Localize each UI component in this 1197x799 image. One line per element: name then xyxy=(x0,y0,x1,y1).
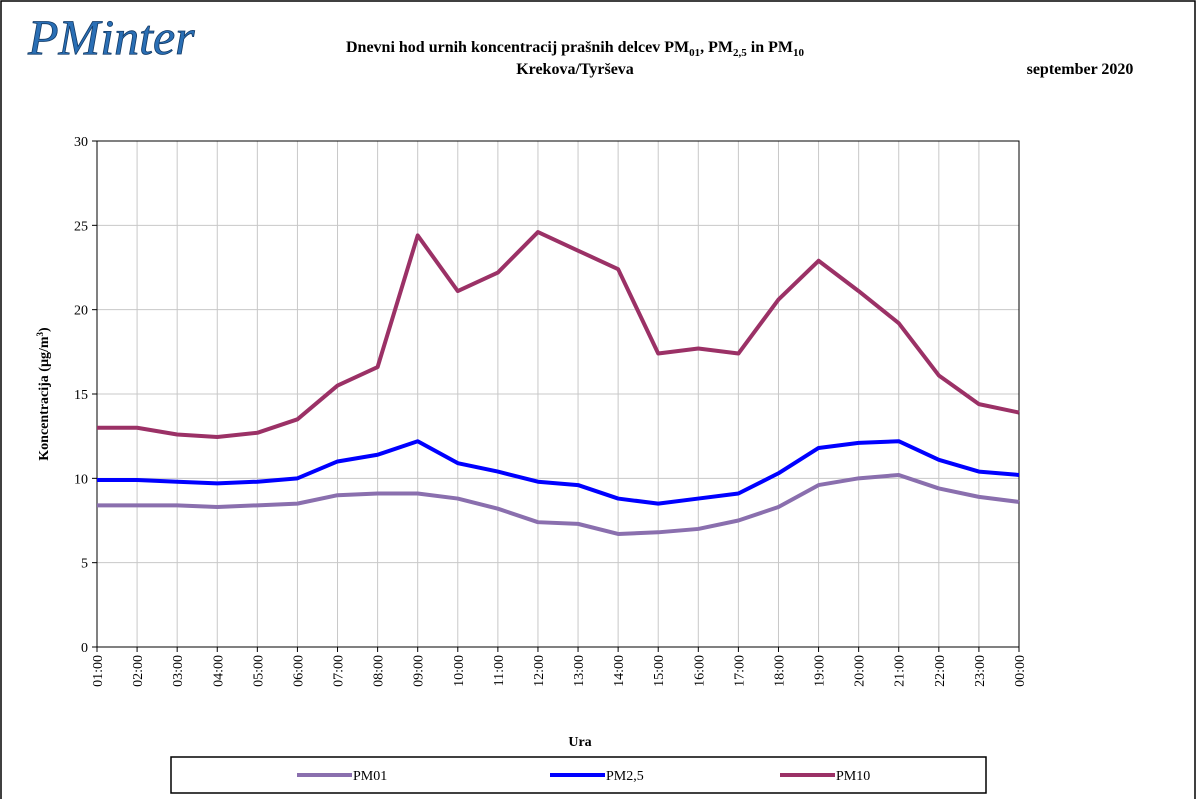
y-axis-label: Koncentracija (µg/m3) xyxy=(35,327,52,461)
x-tick-label: 02:00 xyxy=(131,655,146,687)
y-tick-label: 0 xyxy=(81,641,88,656)
y-tick-label: 5 xyxy=(81,557,88,572)
date: september 2020 xyxy=(1027,61,1134,78)
x-tick-label: 07:00 xyxy=(332,655,347,687)
x-tick-label: 04:00 xyxy=(211,655,226,687)
title-part: , PM xyxy=(700,39,733,56)
x-tick-label: 15:00 xyxy=(652,655,667,687)
y-label-sup: 3 xyxy=(35,331,45,336)
x-tick-label: 19:00 xyxy=(813,655,828,687)
x-tick-label: 12:00 xyxy=(532,655,547,687)
y-label-part: ) xyxy=(37,327,52,332)
x-axis-label: Ura xyxy=(568,735,591,750)
x-tick-label: 17:00 xyxy=(732,655,747,687)
x-tick-label: 09:00 xyxy=(412,655,427,687)
legend xyxy=(170,756,987,794)
series-line xyxy=(97,230,1020,440)
x-tick-label: 21:00 xyxy=(893,655,908,687)
x-tick-label: 10:00 xyxy=(452,655,467,687)
y-tick-label: 15 xyxy=(74,388,88,403)
x-tick-label: 14:00 xyxy=(612,655,627,687)
x-tick-label: 13:00 xyxy=(572,655,587,687)
x-tick-label: 05:00 xyxy=(251,655,266,687)
legend-label: PM2,5 xyxy=(606,769,644,784)
subtitle: Krekova/Tyrševa xyxy=(516,61,634,78)
y-tick-label: 25 xyxy=(74,219,88,234)
title-sub: 10 xyxy=(793,47,805,59)
x-tick-label: 18:00 xyxy=(772,655,787,687)
x-tick-label: 03:00 xyxy=(171,655,186,687)
title-part: Dnevni hod urnih koncentracij prašnih de… xyxy=(346,39,689,56)
plot-area xyxy=(96,140,1020,648)
legend-label: PM01 xyxy=(353,769,387,784)
x-tick-label: 11:00 xyxy=(492,655,507,686)
series-line xyxy=(97,472,1020,536)
y-label-part: Koncentracija (µg/m xyxy=(37,336,52,461)
legend-label: PM10 xyxy=(836,769,870,784)
title-part: in PM xyxy=(747,39,793,56)
series-line xyxy=(97,439,1020,506)
x-tick-label: 06:00 xyxy=(291,655,306,687)
x-tick-label: 01:00 xyxy=(91,655,106,687)
x-tick-label: 08:00 xyxy=(372,655,387,687)
y-tick-label: 20 xyxy=(74,304,88,319)
x-tick-label: 00:00 xyxy=(1013,655,1028,687)
x-tick-label: 22:00 xyxy=(933,655,948,687)
y-tick-label: 30 xyxy=(74,135,88,150)
logo: PMinter xyxy=(27,9,195,65)
chart-title: Dnevni hod urnih koncentracij prašnih de… xyxy=(346,39,804,59)
x-tick-label: 23:00 xyxy=(973,655,988,687)
x-tick-label: 20:00 xyxy=(853,655,868,687)
title-sub: 2,5 xyxy=(733,47,747,59)
title-sub: 01 xyxy=(689,47,700,59)
x-tick-label: 16:00 xyxy=(692,655,707,687)
y-tick-label: 10 xyxy=(74,472,88,487)
